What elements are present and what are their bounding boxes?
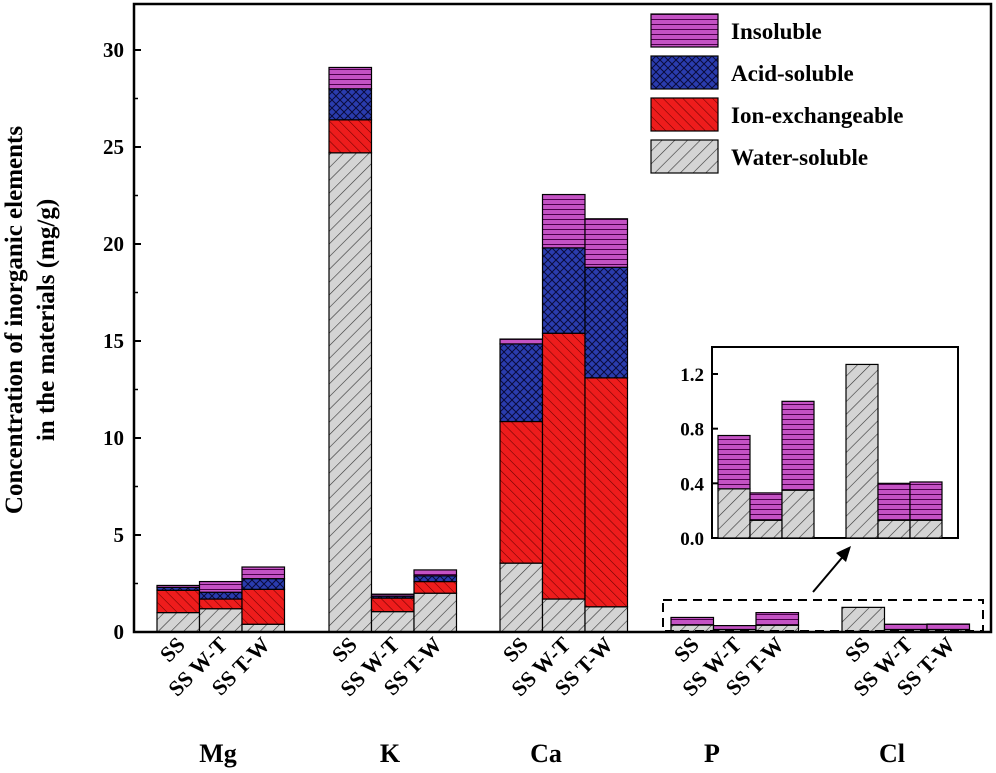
ca-ss-acid-soluble-segment (499, 343, 544, 423)
ca-ss-water-soluble-segment (499, 562, 544, 633)
mg-ss-w-t-ion-exchangeable-segment (198, 598, 243, 610)
plot-frame (132, 2, 993, 634)
element-group-label: Mg (199, 739, 237, 768)
inset-p-ss-w-t-insoluble-segment (749, 492, 783, 521)
k-ss-t-w-insoluble-segment (413, 569, 458, 577)
inset-y-tick-label: 0.0 (680, 529, 704, 550)
inset-p-ss-water-soluble-segment (717, 488, 751, 539)
p-ss-w-t-insoluble-segment (712, 624, 757, 631)
k-ss-t-w-ion-exchangeable-segment (413, 580, 458, 594)
mg-ss-w-t-insoluble-segment (198, 580, 243, 593)
inset-bar-layer (717, 363, 943, 539)
inset-y-tick-label: 0.8 (680, 420, 704, 441)
inset-p-ss-t-w-insoluble-segment (781, 400, 815, 491)
y-axis-ticks: 0 5 10 15 20 25 30 (103, 38, 141, 644)
k-ss-w-t-ion-exchangeable-segment (370, 597, 415, 613)
cl-ss-t-w-insoluble-segment (926, 623, 971, 631)
inset-p-ss-t-w-water-soluble-segment (781, 489, 815, 539)
legend-label: Water-soluble (731, 145, 868, 170)
y-tick-label: 5 (114, 523, 125, 547)
ca-ss-t-w-insoluble-segment (584, 218, 629, 268)
legend: Insoluble Acid-soluble Ion-exchangeable Wat… (650, 13, 904, 174)
legend-swatch-insoluble (650, 13, 719, 48)
element-group-label: K (380, 739, 401, 768)
y-tick-label: 15 (103, 329, 124, 353)
ca-ss-t-w-water-soluble-segment (584, 606, 629, 633)
mg-ss-insoluble-segment (156, 584, 201, 588)
ca-ss-insoluble-segment (499, 338, 544, 345)
inset-y-tick-label: 0.4 (680, 474, 704, 495)
legend-label: Ion-exchangeable (731, 103, 904, 128)
mg-ss-w-t-water-soluble-segment (198, 608, 243, 633)
ca-ss-w-t-acid-soluble-segment (541, 247, 586, 334)
element-group-label: P (704, 739, 720, 768)
group-label-layer: Mg K Ca P Cl (199, 739, 905, 768)
y-tick-label: 20 (103, 232, 124, 256)
zoom-arrowhead (836, 546, 851, 562)
inset-p-ss-insoluble-segment (717, 434, 751, 490)
zoom-arrow (812, 552, 847, 593)
y-axis-title-line2: in the materials (mg/g) (33, 199, 60, 441)
inset-cl-ss-t-w-water-soluble-segment (909, 519, 943, 539)
ca-ss-t-w-acid-soluble-segment (584, 266, 629, 379)
y-tick-label: 25 (103, 135, 124, 159)
legend-label: Insoluble (731, 19, 822, 44)
k-ss-w-t-insoluble-segment (370, 593, 415, 597)
mg-ss-t-w-ion-exchangeable-segment (241, 588, 286, 625)
legend-swatch-ion-exchangeable (650, 97, 719, 132)
inset-cl-ss-w-t-insoluble-segment (877, 482, 911, 521)
y-tick-label: 10 (103, 426, 124, 450)
inset-cl-ss-water-soluble-segment (845, 363, 879, 539)
inset-chart: 0.0 0.4 0.8 1.2 (680, 346, 959, 550)
mg-ss-ion-exchangeable-segment (156, 589, 201, 614)
element-group-label: Ca (530, 739, 562, 768)
mg-ss-water-soluble-segment (156, 611, 201, 633)
inset-cl-ss-w-t-water-soluble-segment (877, 519, 911, 539)
legend-swatch-acid-soluble (650, 55, 719, 90)
mg-ss-w-t-acid-soluble-segment (198, 591, 243, 600)
mg-ss-t-w-acid-soluble-segment (241, 578, 286, 590)
inset-y-tick-label: 1.2 (680, 365, 704, 386)
p-ss-insoluble-segment (670, 616, 715, 626)
k-ss-t-w-acid-soluble-segment (413, 575, 458, 583)
element-group-label: Cl (879, 739, 905, 768)
k-ss-ion-exchangeable-segment (328, 119, 373, 154)
k-ss-acid-soluble-segment (328, 88, 373, 121)
bar-stack-layer (156, 66, 971, 633)
k-ss-w-t-water-soluble-segment (370, 611, 415, 633)
inset-y-ticks: 0.0 0.4 0.8 1.2 (680, 365, 718, 550)
y-tick-label: 0 (114, 620, 125, 644)
ca-ss-w-t-ion-exchangeable-segment (541, 332, 586, 600)
p-ss-t-w-insoluble-segment (755, 611, 800, 626)
inset-cl-ss-t-w-insoluble-segment (909, 481, 943, 521)
inset-p-ss-w-t-water-soluble-segment (749, 519, 783, 539)
ca-ss-w-t-insoluble-segment (541, 193, 586, 249)
ca-ss-t-w-ion-exchangeable-segment (584, 377, 629, 608)
k-ss-insoluble-segment (328, 66, 373, 90)
ca-ss-w-t-water-soluble-segment (541, 598, 586, 633)
legend-swatch-water-soluble (650, 139, 719, 174)
ca-ss-ion-exchangeable-segment (499, 420, 544, 564)
y-tick-label: 30 (103, 38, 124, 62)
mg-ss-t-w-insoluble-segment (241, 566, 286, 580)
cl-ss-water-soluble-segment (841, 606, 886, 633)
k-ss-water-soluble-segment (328, 152, 373, 633)
k-ss-t-w-water-soluble-segment (413, 592, 458, 633)
legend-label: Acid-soluble (731, 61, 854, 86)
y-axis-title-line1: Concentration of inorganic elements (1, 126, 28, 514)
cl-ss-w-t-insoluble-segment (883, 623, 928, 631)
